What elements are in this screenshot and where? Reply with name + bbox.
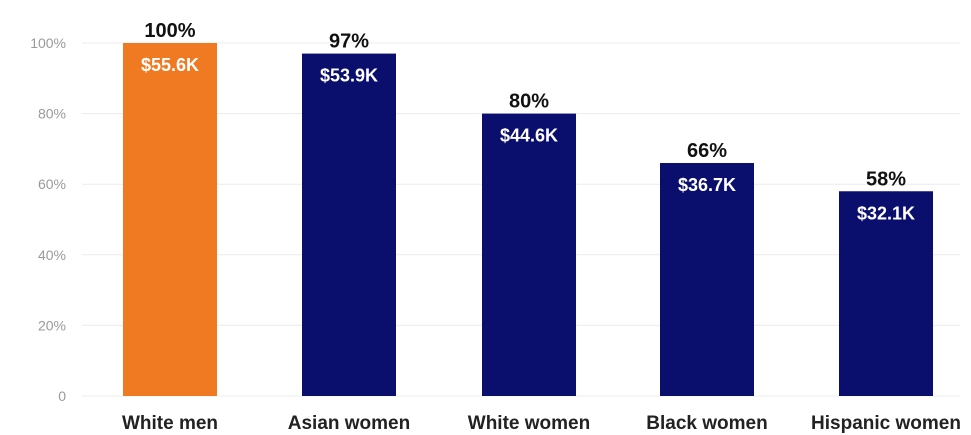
y-tick-label: 80% (38, 106, 66, 122)
x-tick-label: White women (468, 413, 590, 434)
bar-4 (839, 191, 933, 396)
percent-label: 80% (509, 91, 549, 113)
bar-0 (123, 43, 217, 396)
bar-2 (482, 113, 576, 396)
value-label: $32.1K (857, 203, 915, 223)
bar-3 (660, 163, 754, 396)
percent-label: 97% (329, 31, 369, 53)
y-tick-label: 0 (58, 388, 66, 404)
x-tick-label: Black women (646, 413, 767, 434)
percent-label: 58% (866, 168, 906, 190)
x-tick-label: White men (122, 413, 218, 434)
value-label: $36.7K (678, 175, 736, 195)
bars: 100% $55.6K 97% $53.9K 80% $44.6K 66% $36.7K 58%… (123, 20, 933, 397)
y-tick-label: 20% (38, 317, 66, 333)
y-tick-label: 100% (30, 35, 66, 51)
y-tick-label: 60% (38, 176, 66, 192)
bar-1 (302, 53, 396, 397)
x-tick-label: Asian women (288, 413, 410, 434)
value-label: $44.6K (500, 126, 558, 146)
x-tick-label: Hispanic women (811, 413, 961, 434)
percent-label: 66% (687, 140, 727, 162)
y-axis: 0 20% 40% 60% 80% 100% (30, 35, 66, 404)
y-tick-label: 40% (38, 247, 66, 263)
value-label: $53.9K (320, 66, 378, 86)
x-axis: White men Asian women White women Black wom… (122, 413, 961, 434)
percent-label: 100% (144, 20, 195, 42)
value-label: $55.6K (141, 55, 199, 75)
